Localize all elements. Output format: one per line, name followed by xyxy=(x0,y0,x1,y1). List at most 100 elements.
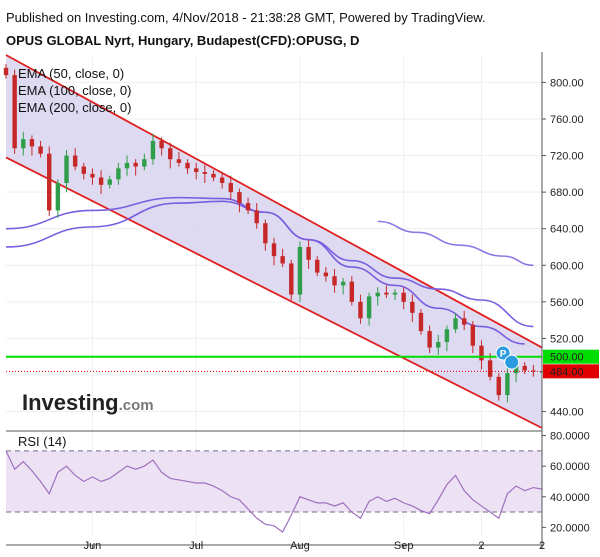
candle xyxy=(297,241,303,302)
candle-body xyxy=(38,146,43,154)
price-panel: P EMA (50, close, 0) EMA (100, close, 0) EM… xyxy=(3,54,545,535)
axes: 800.00 760.00 720.00 680.00 640.00 600.00 560.… xyxy=(6,52,599,552)
candle-body xyxy=(418,312,424,332)
legend-entry: EMA (50, close, 0) xyxy=(18,66,124,81)
candle-body xyxy=(513,365,519,374)
rsi-band-fill xyxy=(6,450,542,513)
candle-body xyxy=(47,153,52,211)
candle xyxy=(107,175,112,189)
candle-body xyxy=(64,155,69,183)
candle-body xyxy=(168,148,173,160)
candle xyxy=(64,150,69,193)
candle xyxy=(133,159,138,176)
candle-body xyxy=(228,182,233,193)
y-tick-label: 640.00 xyxy=(550,224,584,236)
candle-body xyxy=(323,272,329,277)
candle-body xyxy=(366,296,372,319)
candle xyxy=(263,219,268,251)
candle xyxy=(479,340,484,370)
candle-body xyxy=(479,345,484,361)
candle-body xyxy=(142,159,147,167)
candle xyxy=(332,268,337,293)
candle-body xyxy=(392,292,398,295)
candle xyxy=(358,294,363,324)
candle-body xyxy=(116,168,121,180)
symbol-title: OPUS GLOBAL Nyrt, Hungary, Budapest(CFD)… xyxy=(6,33,360,48)
candle xyxy=(384,285,389,299)
price-badge xyxy=(543,349,599,364)
candle-body xyxy=(522,365,527,371)
candle xyxy=(211,170,216,182)
y-tick-label: 440.00 xyxy=(550,407,584,419)
ema-line-2 xyxy=(5,196,534,328)
candle xyxy=(81,162,87,180)
candle-body xyxy=(297,246,303,295)
candle xyxy=(306,239,311,269)
candle xyxy=(3,64,9,79)
candle-body xyxy=(185,162,190,169)
candle xyxy=(245,197,251,215)
candle-body xyxy=(410,301,415,313)
candle xyxy=(98,170,104,194)
candle-body xyxy=(81,166,87,174)
candle-body xyxy=(280,256,285,264)
candle xyxy=(271,237,277,266)
candle xyxy=(496,373,501,401)
candle-body xyxy=(29,139,35,147)
event-marker-icon xyxy=(504,354,520,370)
candle xyxy=(219,172,225,189)
event-marker-label: P xyxy=(500,349,507,360)
legend-entry: EMA (200, close, 0) xyxy=(18,100,131,115)
candle-body xyxy=(98,177,104,185)
y-tick-label: 600.00 xyxy=(550,260,584,272)
candle xyxy=(254,203,259,229)
candle-body xyxy=(107,179,112,185)
candle xyxy=(505,367,510,403)
candle xyxy=(375,287,380,306)
x-tick-label: Sep xyxy=(394,540,414,552)
candle xyxy=(427,325,432,354)
candle-body xyxy=(55,182,61,211)
candle-body xyxy=(202,172,208,174)
candle-body xyxy=(90,173,95,178)
candle-body xyxy=(453,318,458,330)
candle-body xyxy=(505,373,510,396)
x-tick-label: Aug xyxy=(290,540,310,552)
price-badge-label: 500.00 xyxy=(550,352,584,364)
price-badge xyxy=(543,364,599,379)
candle-body xyxy=(358,301,363,319)
rsi-y-tick-label: 60.0000 xyxy=(550,461,590,473)
candle xyxy=(55,179,61,218)
candle-body xyxy=(263,223,268,244)
candle-body xyxy=(349,281,355,302)
candle-body xyxy=(72,155,78,167)
candle-body xyxy=(193,168,199,173)
rsi-y-tick-label: 40.0000 xyxy=(550,492,590,504)
y-tick-label: 760.00 xyxy=(550,114,584,126)
rsi-y-tick-label: 80.0000 xyxy=(550,431,590,443)
candle xyxy=(185,159,190,174)
x-tick-label: Jul xyxy=(189,540,203,552)
published-info: Published on Investing.com, 4/Nov/2018 -… xyxy=(6,10,486,25)
candle-body xyxy=(384,292,389,295)
candle-body xyxy=(315,259,320,273)
candle xyxy=(366,292,372,326)
candle xyxy=(444,325,450,352)
candle-body xyxy=(245,203,251,211)
candle xyxy=(315,256,320,277)
candle xyxy=(418,309,424,335)
price-badge-label: 484.00 xyxy=(550,366,584,378)
candle-body xyxy=(401,292,406,302)
candle-body xyxy=(306,246,311,260)
y-tick-label: 800.00 xyxy=(550,77,584,89)
x-tick-label: Jun xyxy=(84,540,102,552)
candle xyxy=(340,278,346,295)
y-tick-label: 560.00 xyxy=(550,297,584,309)
candle xyxy=(323,267,329,282)
logo-suffix: .com xyxy=(119,397,154,414)
y-tick-label: 720.00 xyxy=(550,151,584,163)
candle-body xyxy=(124,162,130,169)
candle-body xyxy=(332,276,337,286)
candle-body xyxy=(496,376,501,396)
